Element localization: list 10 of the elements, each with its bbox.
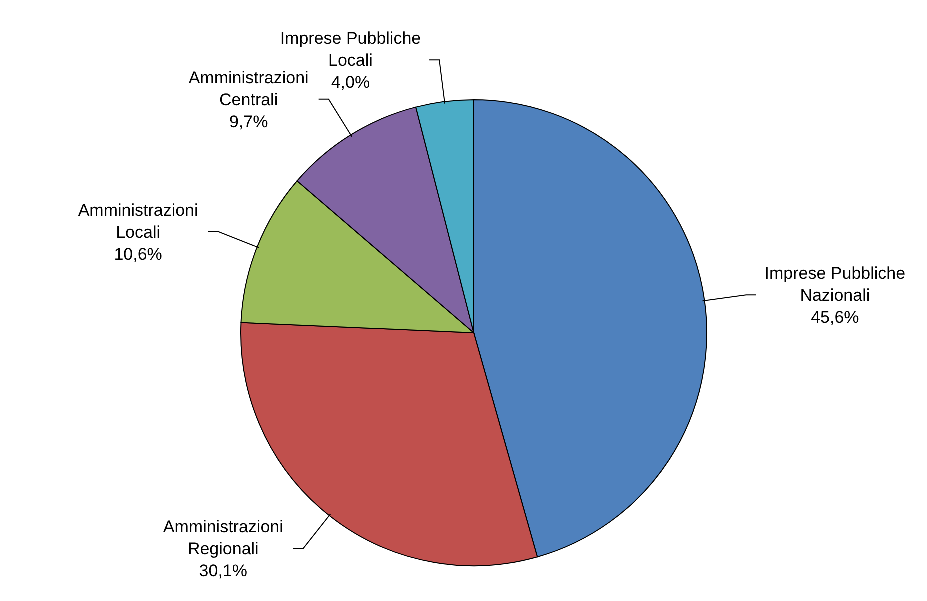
slice-label: Imprese Pubbliche Locali [280, 29, 422, 70]
data-label: 45,6% [811, 308, 860, 328]
slice-label: Imprese Pubbliche Nazionali [764, 264, 906, 306]
data-label: 9,7% [229, 112, 268, 132]
slice-label: Amministrazioni Centrali [188, 68, 309, 110]
slice-label: Amministrazioni Regionali [163, 518, 284, 559]
slice-label: Amministrazioni Locali [78, 200, 198, 242]
data-label: 10,6% [114, 244, 162, 264]
data-label: 4,0% [331, 73, 370, 92]
data-label: 30,1% [199, 562, 248, 581]
